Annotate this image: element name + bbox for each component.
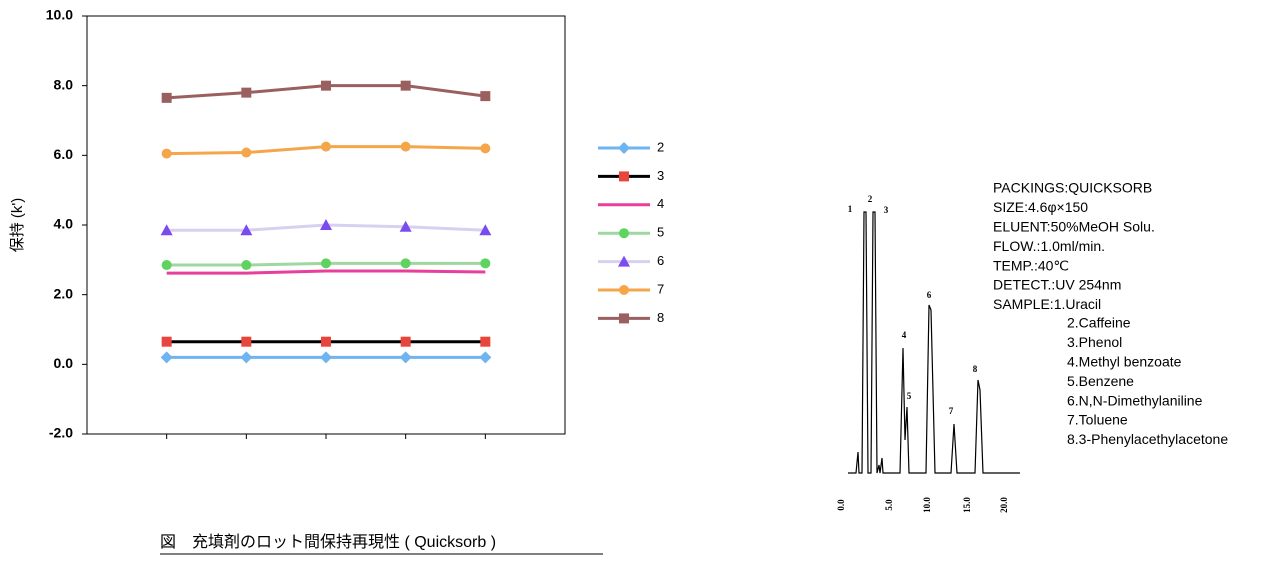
chromatogram-axis-label: 5.0 xyxy=(884,499,894,511)
chromatogram-axis-label: 10.0 xyxy=(922,497,932,513)
condition-text: SAMPLE:1.Uracil xyxy=(993,296,1101,312)
marker xyxy=(320,351,332,364)
y-tick-label: -2.0 xyxy=(49,425,73,441)
caption: 図 充填剤のロット間保持再現性 ( Quicksorb ) xyxy=(160,533,496,551)
marker xyxy=(321,258,331,269)
sample-text: 7.Toluene xyxy=(1067,412,1128,428)
sample-text: 5.Benzene xyxy=(1067,373,1134,389)
marker xyxy=(161,148,172,159)
peak-label: 5 xyxy=(907,391,912,401)
marker xyxy=(480,336,491,347)
legend-label: 3 xyxy=(657,168,664,183)
marker xyxy=(160,351,173,364)
marker xyxy=(480,143,491,154)
peak-label: 2 xyxy=(868,194,873,204)
condition-text: FLOW.:1.0ml/min. xyxy=(993,238,1105,254)
marker xyxy=(241,87,252,98)
marker xyxy=(399,351,412,364)
y-tick-label: 6.0 xyxy=(54,146,74,162)
condition-text: DETECT.:UV 254nm xyxy=(993,277,1121,293)
marker xyxy=(480,91,491,102)
chromatogram xyxy=(848,211,1020,474)
marker xyxy=(400,336,411,347)
marker xyxy=(480,258,491,269)
marker xyxy=(479,224,492,236)
chromatogram-axis-label: 0.0 xyxy=(836,499,846,511)
marker xyxy=(400,258,411,269)
marker xyxy=(321,336,331,347)
y-tick-label: 0.0 xyxy=(54,355,74,371)
marker xyxy=(618,142,630,154)
sample-text: 4.Methyl benzoate xyxy=(1067,354,1182,370)
peak-label: 3 xyxy=(884,205,889,215)
marker xyxy=(161,260,172,271)
chromatogram-trace xyxy=(848,211,1020,474)
marker xyxy=(619,171,629,182)
peak-label: 8 xyxy=(973,364,978,374)
marker xyxy=(619,285,629,295)
marker xyxy=(619,228,629,239)
marker xyxy=(321,80,331,91)
peak-label: 1 xyxy=(848,204,853,214)
marker xyxy=(618,255,630,267)
chromatogram-axis-label: 15.0 xyxy=(962,497,972,513)
condition-text: ELUENT:50%MeOH Solu. xyxy=(993,219,1155,235)
marker xyxy=(160,224,173,236)
marker xyxy=(241,260,252,271)
y-tick-label: 8.0 xyxy=(54,76,74,92)
condition-text: SIZE:4.6φ×150 xyxy=(993,199,1088,215)
y-tick-label: 2.0 xyxy=(54,285,74,301)
legend-label: 4 xyxy=(657,196,664,211)
legend-label: 2 xyxy=(657,139,664,154)
marker xyxy=(240,224,253,236)
marker xyxy=(619,313,629,324)
series-line xyxy=(166,269,486,275)
marker xyxy=(400,80,411,91)
y-tick-label: 10.0 xyxy=(46,7,73,23)
marker xyxy=(161,336,172,347)
peak-label: 7 xyxy=(949,406,954,416)
marker xyxy=(479,351,492,364)
sample-text: 6.N,N-Dimethylaniline xyxy=(1067,392,1203,408)
marker xyxy=(241,147,252,158)
y-axis-label: 保持 (k') xyxy=(9,198,26,253)
marker xyxy=(241,336,252,347)
legend-label: 8 xyxy=(657,310,664,325)
legend-label: 5 xyxy=(657,225,664,240)
marker xyxy=(320,219,332,230)
y-tick-label: 4.0 xyxy=(54,216,74,232)
sample-text: 2.Caffeine xyxy=(1067,315,1131,331)
sample-text: 8.3-Phenylacethylacetone xyxy=(1067,431,1228,447)
legend-label: 6 xyxy=(657,253,664,268)
marker xyxy=(240,351,253,364)
condition-text: PACKINGS:QUICKSORB xyxy=(993,180,1152,196)
marker xyxy=(161,92,172,103)
marker xyxy=(400,141,411,152)
marker xyxy=(321,141,331,152)
peak-label: 6 xyxy=(927,290,932,300)
chromatogram-axis-label: 20.0 xyxy=(999,497,1009,513)
peak-label: 4 xyxy=(902,330,907,340)
sample-text: 3.Phenol xyxy=(1067,334,1122,350)
condition-text: TEMP.:40℃ xyxy=(993,257,1069,273)
legend-label: 7 xyxy=(657,281,664,296)
marker xyxy=(399,220,412,232)
